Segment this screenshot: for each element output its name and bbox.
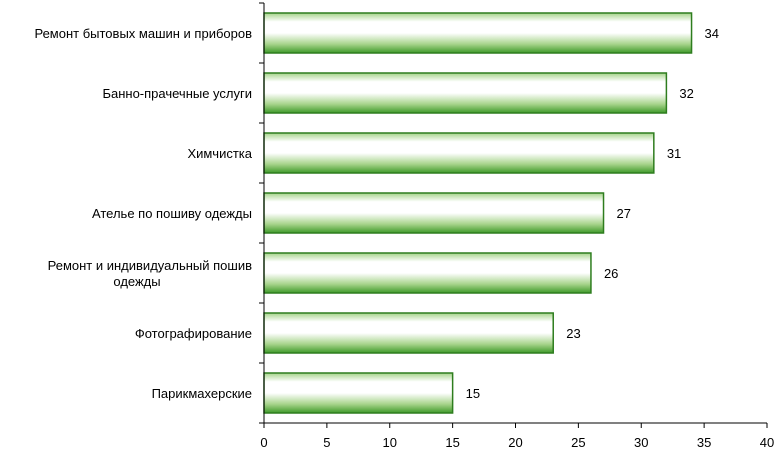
x-tick-label: 35 [697, 435, 711, 450]
data-label: 23 [566, 326, 580, 341]
bar [263, 192, 605, 234]
x-tick-label: 15 [445, 435, 459, 450]
category-label: Химчистка [187, 146, 252, 161]
data-label: 27 [617, 206, 631, 221]
x-tick-label: 20 [508, 435, 522, 450]
x-tick-label: 10 [383, 435, 397, 450]
x-tick-label: 5 [323, 435, 330, 450]
category-label: Ремонт бытовых машин и приборов [34, 26, 252, 41]
bars [263, 12, 693, 414]
bar [263, 252, 592, 294]
x-tick-label: 30 [634, 435, 648, 450]
labels: 34 Ремонт бытовых машин и приборов 32 Банно… [34, 26, 774, 450]
bar [263, 72, 668, 114]
data-label: 34 [705, 26, 719, 41]
category-label: Парикмахерские [152, 386, 252, 401]
data-label: 26 [604, 266, 618, 281]
bar [263, 372, 454, 414]
x-tick-label: 25 [571, 435, 585, 450]
category-label: Банно-прачечные услуги [102, 86, 252, 101]
category-label: Ателье по пошиву одежды [92, 206, 252, 221]
category-label: Фотографирование [135, 326, 252, 341]
bar [263, 132, 655, 174]
data-label: 32 [679, 86, 693, 101]
x-tick-label: 40 [760, 435, 774, 450]
axes [259, 2, 768, 428]
category-label: Ремонт и индивидуальный пошив одежды [48, 258, 252, 289]
data-label: 31 [667, 146, 681, 161]
data-label: 15 [466, 386, 480, 401]
bar [263, 312, 554, 354]
x-tick-label: 0 [260, 435, 267, 450]
bar [263, 12, 693, 54]
